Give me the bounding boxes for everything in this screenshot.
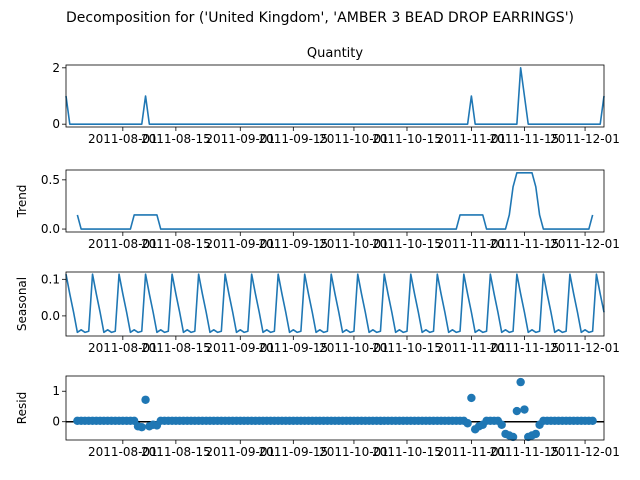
resid-point xyxy=(531,429,540,439)
y-tick-label: 0.0 xyxy=(41,309,60,323)
x-tick-label: 2011-11-15 xyxy=(490,341,560,355)
x-tick-label: 2011-08-01 xyxy=(88,445,158,459)
y-tick-label: 0.5 xyxy=(41,173,60,187)
x-tick-label: 2011-10-01 xyxy=(319,237,389,251)
y-tick-label: 0 xyxy=(52,117,60,131)
x-tick-label: 2011-09-01 xyxy=(205,237,275,251)
x-tick-label: 2011-09-15 xyxy=(258,341,328,355)
x-tick-label: 2011-08-15 xyxy=(141,341,211,355)
resid-point xyxy=(508,432,518,442)
x-tick-label: 2011-08-01 xyxy=(88,341,158,355)
x-tick-label: 2011-09-15 xyxy=(258,237,328,251)
x-tick-label: 2011-10-01 xyxy=(319,132,389,146)
x-tick-label: 2011-09-01 xyxy=(205,341,275,355)
axes-frame xyxy=(65,375,605,441)
resid-point xyxy=(512,406,522,416)
panel-3: Resid 012011-08-012011-08-152011-09-01201… xyxy=(15,375,620,459)
y-axis-label: Seasonal xyxy=(15,277,29,331)
y-tick-label: 0 xyxy=(52,415,60,429)
y-axis-label: Resid xyxy=(15,392,29,424)
x-tick-label: 2011-11-15 xyxy=(490,237,560,251)
y-tick-label: 0.0 xyxy=(41,222,60,236)
panel-0: Quantity 0 2 2011-08-012011-08-152011-09-01… xyxy=(52,46,620,146)
axes-frame xyxy=(65,271,605,337)
series-line xyxy=(65,273,605,334)
series-line xyxy=(76,172,594,230)
x-tick-label: 2011-11-01 xyxy=(437,132,507,146)
resid-point xyxy=(497,420,506,429)
panel-1: Trend 0.0 0.5 2011-08-012011-08-152011-09-0… xyxy=(15,169,620,251)
x-tick-label: 2011-09-01 xyxy=(205,132,275,146)
resid-point xyxy=(588,416,597,425)
panel-2: Seasonal 0.00.12011-08-012011-08-152011-0… xyxy=(15,271,620,355)
resid-point xyxy=(516,377,525,387)
y-tick-label: 2 xyxy=(52,61,60,75)
y-tick-label: 0.1 xyxy=(41,272,60,286)
x-tick-label: 2011-10-15 xyxy=(372,341,442,355)
x-tick-label: 2011-09-15 xyxy=(258,445,328,459)
x-tick-label: 2011-10-01 xyxy=(319,445,389,459)
y-axis-label: Trend xyxy=(15,185,29,219)
subplots: Quantity022011-08-012011-08-152011-09-01… xyxy=(15,46,620,459)
resid-point xyxy=(141,395,150,404)
x-tick-label: 2011-10-01 xyxy=(319,341,389,355)
x-tick-label: 2011-11-01 xyxy=(437,445,507,459)
resid-point xyxy=(467,393,476,403)
x-tick-label: 2011-12-01 xyxy=(550,237,620,251)
x-tick-label: 2011-10-15 xyxy=(372,237,442,251)
x-tick-label: 2011-09-15 xyxy=(258,132,328,146)
x-tick-label: 2011-08-15 xyxy=(141,445,211,459)
resid-point xyxy=(520,405,529,414)
series-line xyxy=(65,67,605,125)
x-tick-label: 2011-08-01 xyxy=(88,132,158,146)
x-tick-label: 2011-11-01 xyxy=(437,341,507,355)
figure-suptitle: Decomposition for ('United Kingdom', 'AM… xyxy=(66,10,574,26)
x-tick-label: 2011-08-15 xyxy=(141,132,211,146)
axes-frame xyxy=(65,64,605,128)
x-tick-label: 2011-12-01 xyxy=(550,132,620,146)
x-tick-label: 2011-12-01 xyxy=(550,445,620,459)
resid-point xyxy=(463,419,472,428)
x-tick-label: 2011-12-01 xyxy=(550,341,620,355)
resid-point xyxy=(137,423,146,432)
axes-frame xyxy=(65,169,605,233)
y-tick-label: 1 xyxy=(52,384,60,398)
x-tick-label: 2011-09-01 xyxy=(205,445,275,459)
panel-title: Quantity xyxy=(307,46,363,61)
x-tick-label: 2011-11-15 xyxy=(490,445,560,459)
x-tick-label: 2011-11-01 xyxy=(437,237,507,251)
x-tick-label: 2011-10-15 xyxy=(372,445,442,459)
x-tick-label: 2011-08-01 xyxy=(88,237,158,251)
x-tick-label: 2011-11-15 xyxy=(490,132,560,146)
x-tick-label: 2011-08-15 xyxy=(141,237,211,251)
x-tick-label: 2011-10-15 xyxy=(372,132,442,146)
